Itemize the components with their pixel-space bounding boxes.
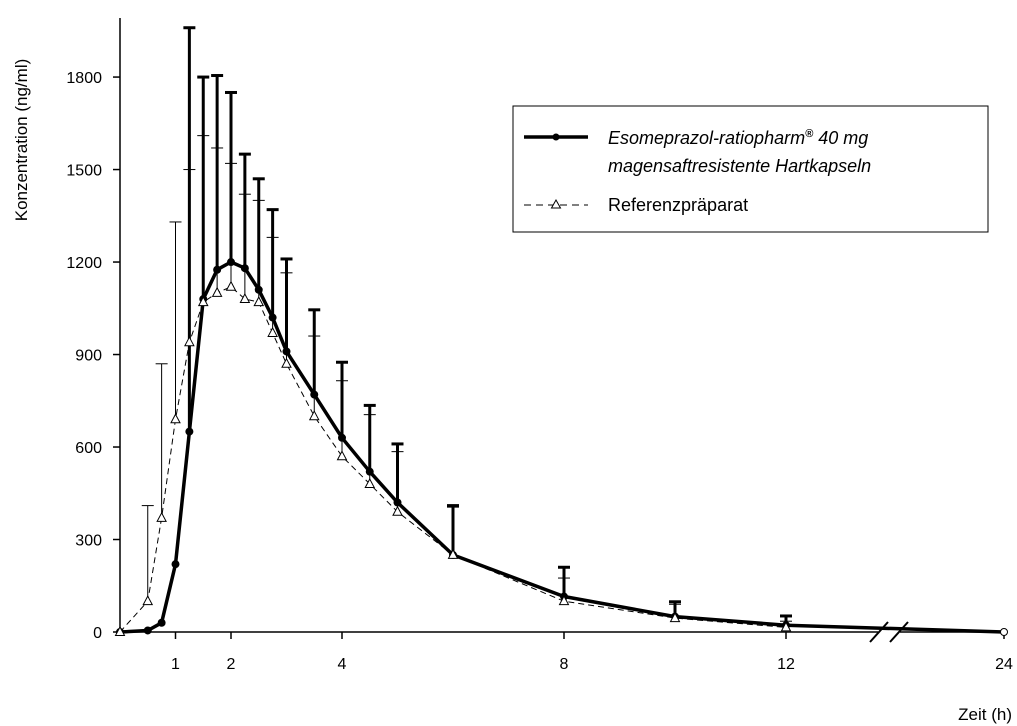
data-point-referenz	[197, 296, 209, 307]
data-point-referenz	[184, 336, 195, 347]
y-tick-label: 1200	[66, 255, 102, 272]
y-tick-label: 0	[93, 625, 102, 642]
data-point-referenz	[336, 450, 348, 461]
y-axis-title: Konzentration (ng/ml)	[12, 59, 31, 222]
x-tick-label: 12	[777, 656, 795, 673]
data-point-referenz	[780, 621, 792, 632]
y-tick-label: 1800	[66, 70, 102, 87]
data-point-referenz	[156, 511, 167, 522]
data-point-esomeprazol	[213, 265, 222, 274]
data-point-esomeprazol	[282, 347, 291, 356]
x-tick-label: 2	[227, 656, 236, 673]
x-tick-label: 1	[171, 656, 180, 673]
data-point-referenz	[308, 410, 320, 421]
data-point-esomeprazol	[254, 285, 263, 294]
series-line-esomeprazol	[119, 260, 1005, 634]
data-point-esomeprazol	[240, 264, 249, 273]
data-point-referenz	[558, 595, 570, 606]
data-point-referenz	[364, 477, 376, 489]
data-point-referenz	[447, 548, 459, 559]
data-point-referenz	[225, 280, 237, 291]
registered-trademark-symbol: ®	[805, 128, 814, 140]
data-point-referenz	[267, 326, 278, 337]
error-bars	[141, 26, 792, 628]
series-line-referenz	[119, 286, 787, 633]
data-point-referenz	[114, 625, 126, 636]
data-point-esomeprazol	[268, 313, 277, 322]
data-point-referenz	[392, 505, 403, 516]
data-point-referenz	[170, 413, 181, 424]
axis-break-mark	[869, 621, 909, 643]
x-axis-title: Zeit (h)	[958, 705, 1012, 724]
x-tick-label: 8	[560, 656, 569, 673]
data-point-esomeprazol	[185, 427, 194, 436]
x-tick-label: 4	[338, 656, 347, 673]
legend-label-referenz: Referenzpräparat	[608, 195, 748, 215]
x-tick-label: 24	[995, 656, 1013, 673]
data-point-esomeprazol	[365, 467, 374, 476]
data-point-esomeprazol	[171, 560, 180, 569]
legend: Esomeprazol-ratiopharm® 40 mg magensaftr…	[512, 105, 989, 233]
series-markers	[114, 258, 1008, 636]
data-point-referenz	[669, 612, 681, 623]
data-point-referenz	[211, 286, 223, 297]
series-lines	[119, 260, 1005, 634]
axes: Konzentration (ng/ml) Zeit (h)	[12, 18, 1012, 724]
legend-label-esomeprazol-line2: magensaftresistente Hartkapseln	[608, 156, 871, 176]
data-point-referenz	[239, 292, 251, 304]
data-point-referenz	[281, 357, 292, 368]
y-tick-label: 600	[75, 440, 102, 457]
data-point-referenz	[253, 296, 265, 307]
legend-box	[512, 105, 989, 233]
legend-label-esomeprazol-line1: Esomeprazol-ratiopharm® 40 mg	[608, 128, 868, 148]
legend-marker-referenz	[550, 198, 562, 209]
data-point-referenz	[142, 595, 154, 606]
data-point-esomeprazol	[157, 618, 166, 627]
data-point-esomeprazol	[227, 258, 235, 267]
data-point-esomeprazol	[393, 498, 402, 507]
y-tick-label: 900	[75, 348, 102, 365]
data-point-esomeprazol	[1000, 628, 1008, 636]
y-tick-label: 1500	[66, 163, 102, 180]
y-tick-label: 300	[75, 533, 102, 550]
data-point-esomeprazol	[310, 390, 319, 399]
legend-marker-esomeprazol	[552, 133, 560, 141]
data-point-esomeprazol	[338, 433, 346, 442]
data-point-esomeprazol	[143, 626, 152, 635]
